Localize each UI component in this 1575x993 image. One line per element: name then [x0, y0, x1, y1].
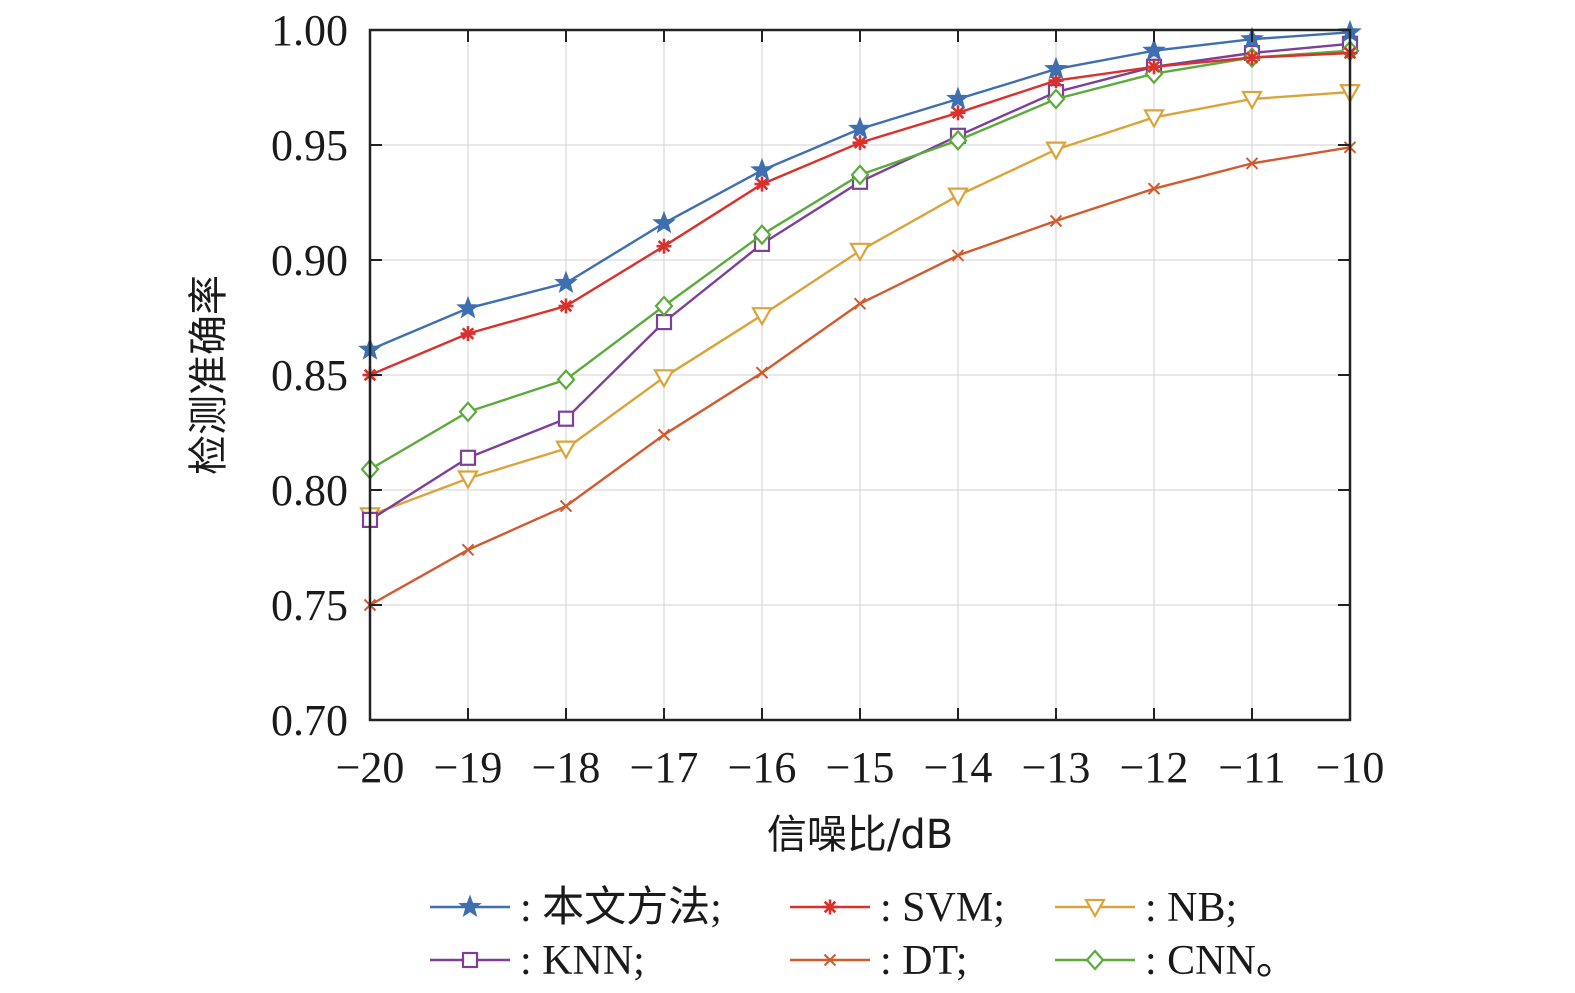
- x-axis-title: 信噪比/dB: [767, 812, 953, 858]
- data-point-marker: [946, 86, 970, 110]
- x-tick-label: −19: [434, 743, 503, 792]
- data-point-marker: [1045, 141, 1067, 161]
- data-point-marker: [656, 238, 672, 254]
- data-point-marker: [750, 157, 774, 181]
- data-point-marker: [554, 270, 578, 294]
- data-point-marker: [853, 297, 867, 310]
- legend-label: : KNN;: [520, 938, 645, 984]
- y-tick-label: 0.85: [271, 351, 348, 400]
- x-tick-label: −17: [630, 743, 699, 792]
- data-point-marker: [461, 543, 475, 557]
- series-lines: [358, 19, 1362, 612]
- x-tick-label: −16: [728, 743, 797, 792]
- data-point-marker: [460, 326, 476, 342]
- data-point-marker: [461, 951, 479, 969]
- axis-ticks: 0.70 0.75 0.80 0.85 0.90 0.95 1.00 −20 −19 −18 −17…: [271, 6, 1384, 792]
- data-point-marker: [852, 135, 868, 151]
- legend-label: : SVM;: [880, 885, 1005, 931]
- y-tick-label: 0.75: [271, 581, 348, 630]
- data-point-marker: [458, 894, 482, 918]
- x-tick-label: −13: [1022, 743, 1091, 792]
- data-point-marker: [1147, 182, 1161, 195]
- data-point-marker: [1146, 59, 1162, 75]
- data-point-marker: [755, 366, 769, 379]
- data-point-marker: [850, 164, 870, 186]
- data-point-marker: [1084, 898, 1106, 919]
- data-point-marker: [456, 295, 480, 319]
- legend-item-KNN: : KNN;: [430, 938, 645, 984]
- series-SVM: [362, 45, 1358, 383]
- legend-label: : CNN。: [1145, 938, 1298, 984]
- x-tick-label: −18: [532, 743, 601, 792]
- legend-label: : NB;: [1145, 885, 1237, 931]
- y-tick-label: 0.70: [271, 696, 348, 745]
- legend-item-NB: : NB;: [1055, 885, 1237, 931]
- legend: : 本文方法; : SVM; : NB; : KNN; : DT; : CNN。: [430, 884, 1298, 984]
- data-point-marker: [655, 314, 673, 331]
- x-tick-label: −12: [1120, 743, 1189, 792]
- data-point-marker: [1244, 50, 1260, 66]
- y-tick-label: 1.00: [271, 6, 348, 55]
- data-point-marker: [557, 410, 575, 427]
- data-point-marker: [556, 368, 576, 391]
- data-point-marker: [848, 116, 872, 139]
- data-point-marker: [1143, 109, 1165, 129]
- data-point-marker: [948, 129, 968, 152]
- data-point-marker: [654, 295, 674, 317]
- x-tick-label: −10: [1316, 743, 1385, 792]
- data-point-marker: [1142, 38, 1166, 61]
- data-point-marker: [555, 440, 577, 460]
- data-point-marker: [1241, 90, 1263, 111]
- x-tick-label: −11: [1218, 743, 1285, 792]
- legend-item-本文方法: : 本文方法;: [430, 884, 722, 931]
- data-point-marker: [657, 428, 671, 442]
- data-point-marker: [559, 499, 573, 513]
- data-point-marker: [822, 899, 838, 915]
- legend-item-DT: : DT;: [790, 938, 968, 984]
- x-tick-label: −20: [336, 743, 405, 792]
- data-point-marker: [459, 449, 477, 466]
- data-point-marker: [653, 369, 675, 389]
- data-point-marker: [947, 187, 969, 207]
- y-tick-label: 0.90: [271, 236, 348, 285]
- data-point-marker: [558, 298, 574, 314]
- data-point-marker: [754, 176, 770, 192]
- data-point-marker: [849, 242, 871, 263]
- y-axis-title: 检测准确率: [186, 275, 232, 475]
- legend-label: : DT;: [880, 938, 968, 984]
- data-point-marker: [1049, 214, 1063, 228]
- series-DT: [363, 141, 1357, 612]
- data-point-marker: [951, 249, 965, 262]
- data-point-marker: [457, 470, 479, 490]
- data-point-marker: [1085, 949, 1105, 971]
- data-point-marker: [652, 210, 676, 234]
- legend-item-CNN: : CNN。: [1055, 938, 1298, 984]
- series-本文方法: [358, 19, 1362, 360]
- data-point-marker: [1245, 157, 1259, 170]
- data-point-marker: [823, 953, 837, 967]
- data-point-marker: [1048, 73, 1064, 89]
- y-tick-label: 0.80: [271, 466, 348, 515]
- data-point-marker: [751, 307, 773, 327]
- y-tick-label: 0.95: [271, 121, 348, 170]
- data-point-marker: [1044, 56, 1068, 80]
- x-tick-label: −14: [924, 743, 993, 792]
- x-tick-label: −15: [826, 743, 895, 792]
- data-point-marker: [752, 224, 772, 246]
- data-point-marker: [458, 401, 478, 423]
- legend-label: : 本文方法;: [520, 884, 722, 931]
- data-point-marker: [950, 105, 966, 121]
- data-point-marker: [1046, 88, 1066, 110]
- legend-item-SVM: : SVM;: [790, 885, 1005, 931]
